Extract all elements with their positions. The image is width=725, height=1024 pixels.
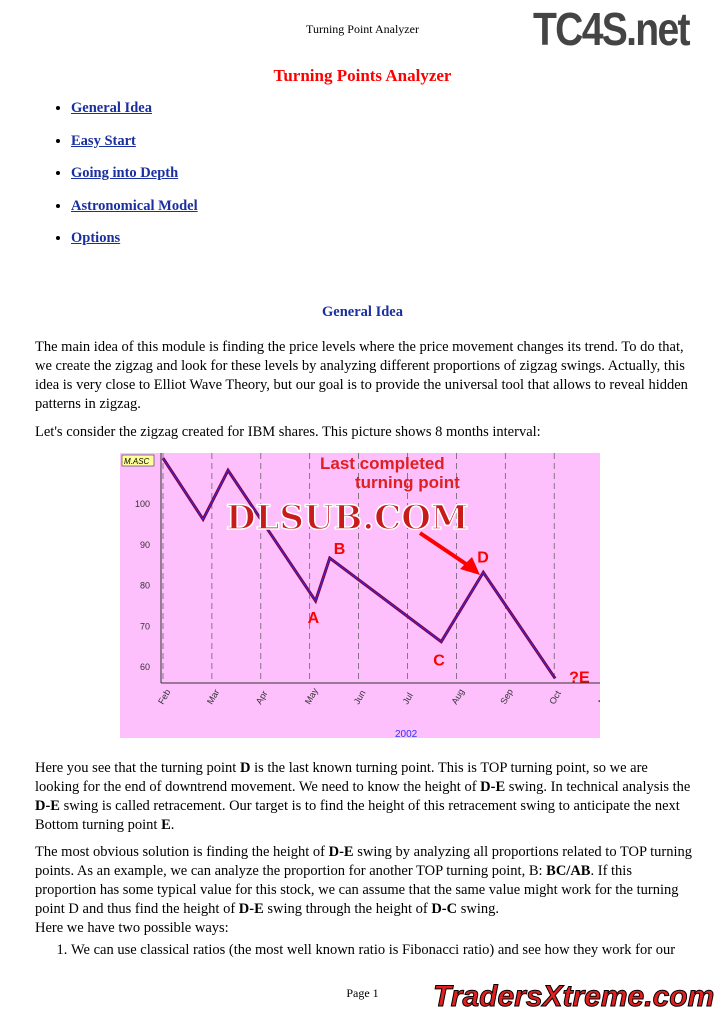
label-box xyxy=(121,454,155,467)
chart-annotation-line2: turning point xyxy=(355,473,460,492)
turning-point-label: B xyxy=(334,541,346,558)
paragraph: Let's consider the zigzag created for IB… xyxy=(35,424,541,440)
numbered-list: We can use classical ratios (the most we… xyxy=(35,942,696,959)
paragraph: Here you see that the turning point D is… xyxy=(35,760,691,833)
turning-point-label: C xyxy=(433,653,445,670)
y-tick-label: 80 xyxy=(140,581,150,591)
y-tick-label: 90 xyxy=(140,540,150,550)
chart-annotation: Last completed xyxy=(320,454,445,473)
chart-background xyxy=(120,453,600,738)
tc4s-logo: TC4S.net xyxy=(533,3,691,55)
page-title: Turning Points Analyzer xyxy=(273,66,452,85)
zigzag-line-inner xyxy=(162,457,556,679)
running-header: Turning Point Analyzer xyxy=(306,22,419,36)
turning-point-label: ?E xyxy=(569,669,590,686)
paragraph: The most obvious solution is finding the… xyxy=(35,844,693,936)
toc-link-astronomical-model[interactable]: Astronomical Model xyxy=(71,197,198,214)
watermark: DLSUB.COM xyxy=(226,498,468,538)
y-tick-label: 100 xyxy=(135,499,150,509)
x-axis-year: 2002 xyxy=(395,729,418,738)
tradersxtreme-logo: TradersXtreme.com xyxy=(432,980,715,1014)
section-title: General Idea xyxy=(322,304,403,320)
label-box-text: M.ASC xyxy=(124,457,150,466)
paragraph: The main idea of this module is finding … xyxy=(35,339,688,412)
list-item: We can use classical ratios (the most we… xyxy=(71,942,696,959)
page-number: Page 1 xyxy=(346,986,379,1000)
arrow-head xyxy=(460,557,480,575)
y-tick-label: 60 xyxy=(140,662,150,672)
x-tick-label: Nov xyxy=(596,687,600,706)
toc-link-going-into-depth[interactable]: Going into Depth xyxy=(71,165,179,181)
toc-link-easy-start[interactable]: Easy Start xyxy=(71,132,136,149)
x-tick-label: Jul xyxy=(401,691,415,706)
y-tick-label: 70 xyxy=(140,621,150,631)
ibm-zigzag-chart: Feb Mar Apr May Jun Jul Aug Sep Oct Nov1009080706… xyxy=(120,453,600,738)
annotation-arrow xyxy=(418,531,474,570)
turning-point-label: D xyxy=(477,549,489,566)
toc-link-general-idea[interactable]: General Idea xyxy=(71,100,152,116)
turning-point-label: A xyxy=(308,610,320,627)
table-of-contents: General Idea Easy Start Going into Depth… xyxy=(35,100,198,263)
toc-link-options[interactable]: Options xyxy=(71,230,121,246)
